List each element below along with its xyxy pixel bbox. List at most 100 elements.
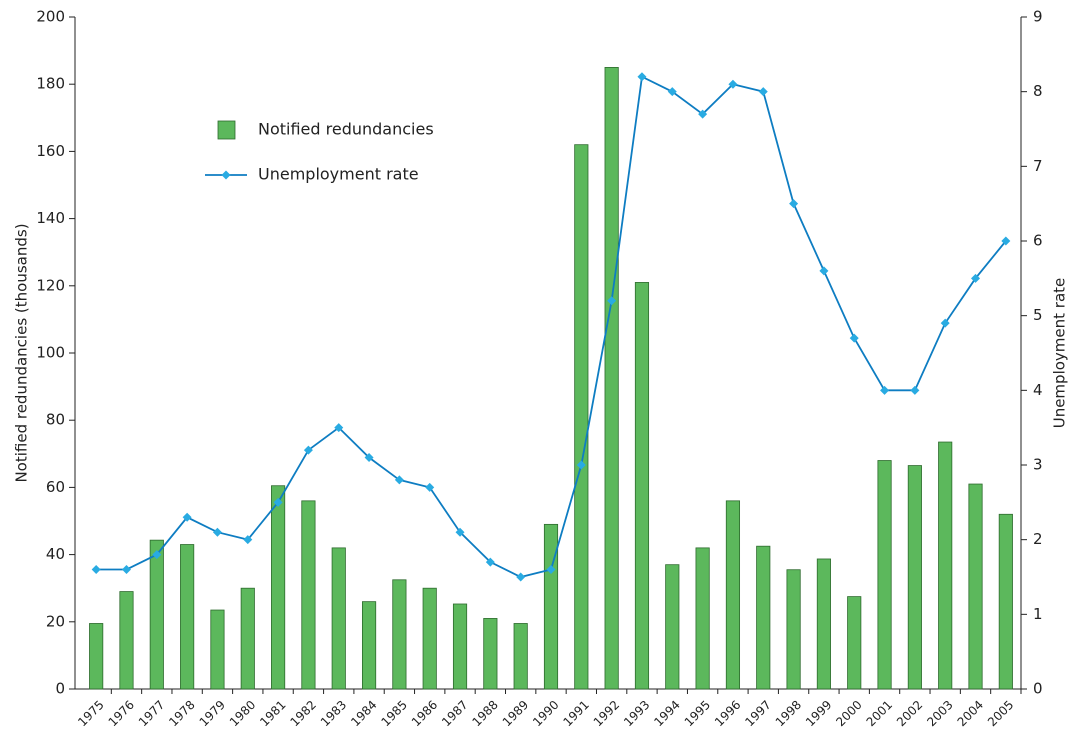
- bar: [847, 596, 862, 690]
- x-tick-label: 1978: [166, 698, 197, 729]
- x-tick-label: 2001: [864, 698, 895, 729]
- line-marker: [971, 273, 981, 283]
- line-marker: [273, 497, 283, 507]
- y-tick-label: 100: [36, 344, 65, 362]
- bar: [634, 282, 650, 690]
- x-tick-label: 1999: [803, 698, 834, 729]
- bar: [695, 547, 710, 690]
- y2-tick-label: 4: [1033, 381, 1043, 399]
- y2-tick-label: 2: [1033, 530, 1043, 548]
- line-marker: [728, 79, 738, 89]
- line-marker: [546, 565, 556, 575]
- bar: [119, 591, 134, 690]
- y2-tick-label: 0: [1033, 680, 1043, 698]
- bar: [149, 539, 164, 690]
- line-marker: [576, 460, 586, 470]
- line: [96, 75, 1007, 578]
- x-tick-label: 1997: [742, 698, 773, 729]
- x-tick-label: 1982: [288, 698, 319, 729]
- y-axis-label: Notified redundancies (thousands): [13, 223, 31, 482]
- x-tick-label: 1995: [682, 698, 713, 729]
- x-tick-label: 1992: [591, 698, 622, 729]
- y2-tick-label: 3: [1033, 456, 1043, 474]
- legend-marker: [221, 170, 231, 180]
- line-marker: [698, 109, 708, 119]
- bar: [604, 67, 619, 690]
- bar: [210, 609, 225, 690]
- x-tick-label: 2000: [833, 698, 864, 729]
- x-tick-label: 1980: [227, 698, 258, 729]
- line-marker: [91, 565, 101, 575]
- line-marker: [910, 385, 920, 395]
- line-marker: [1001, 236, 1011, 246]
- x-tick-label: 1996: [712, 698, 743, 729]
- y-tick-label: 160: [36, 142, 65, 160]
- line-marker: [789, 199, 799, 209]
- bar: [361, 601, 377, 690]
- y2-axis-label: Unemployment rate: [1051, 278, 1069, 429]
- line-marker: [485, 557, 495, 567]
- x-tick-label: 2003: [924, 698, 955, 729]
- line-marker: [849, 333, 859, 343]
- legend-label: Unemployment rate: [258, 165, 419, 184]
- x-tick-label: 2005: [985, 698, 1016, 729]
- x-tick-label: 1984: [348, 698, 379, 729]
- y-tick-label: 20: [46, 612, 65, 630]
- line-marker: [364, 453, 374, 463]
- bar: [938, 441, 953, 690]
- line-marker: [394, 475, 404, 485]
- y2-tick-label: 5: [1033, 306, 1043, 324]
- line-marker: [940, 318, 950, 328]
- bar: [877, 460, 892, 690]
- bar: [907, 465, 922, 690]
- line-marker: [182, 512, 192, 522]
- y-tick-label: 180: [36, 75, 65, 93]
- x-tick-label: 1986: [409, 698, 440, 729]
- x-tick-label: 1993: [621, 698, 652, 729]
- legend-swatch: [217, 120, 236, 140]
- bar: [786, 569, 801, 690]
- x-tick-label: 1994: [651, 698, 682, 729]
- y-tick-label: 140: [36, 209, 65, 227]
- line-marker: [425, 482, 435, 492]
- legend-label: Notified redundancies: [258, 120, 434, 139]
- line-marker: [819, 266, 829, 276]
- x-tick-label: 2004: [955, 698, 986, 729]
- x-tick-label: 1998: [773, 698, 804, 729]
- y-tick-label: 40: [46, 545, 65, 563]
- bar: [998, 513, 1013, 690]
- bar: [665, 564, 680, 690]
- bar: [543, 523, 559, 690]
- line-marker: [212, 527, 222, 537]
- bar: [392, 579, 407, 690]
- bar: [422, 587, 437, 690]
- bar: [452, 603, 468, 690]
- bar: [240, 587, 255, 690]
- bar: [513, 623, 528, 690]
- y-tick-label: 80: [46, 411, 65, 429]
- bar: [816, 558, 831, 690]
- x-tick-label: 1979: [197, 698, 228, 729]
- line-marker: [637, 72, 647, 82]
- bar: [483, 618, 498, 690]
- line-marker: [455, 527, 465, 537]
- line-marker: [516, 572, 526, 582]
- line-marker: [303, 445, 313, 455]
- bar: [271, 485, 286, 690]
- bar: [725, 500, 741, 690]
- x-tick-label: 1987: [439, 698, 470, 729]
- line-marker: [152, 550, 162, 560]
- x-tick-label: 1975: [75, 698, 106, 729]
- y2-tick-label: 9: [1033, 8, 1043, 26]
- line-marker: [243, 535, 253, 545]
- y-tick-label: 60: [46, 478, 65, 496]
- y2-tick-label: 1: [1033, 605, 1043, 623]
- y-tick-label: 0: [55, 680, 65, 698]
- x-tick-label: 1981: [257, 698, 288, 729]
- y2-tick-label: 6: [1033, 232, 1043, 250]
- line-marker: [667, 87, 677, 97]
- bar: [756, 545, 771, 690]
- line-marker: [880, 385, 890, 395]
- x-tick-label: 1985: [378, 698, 409, 729]
